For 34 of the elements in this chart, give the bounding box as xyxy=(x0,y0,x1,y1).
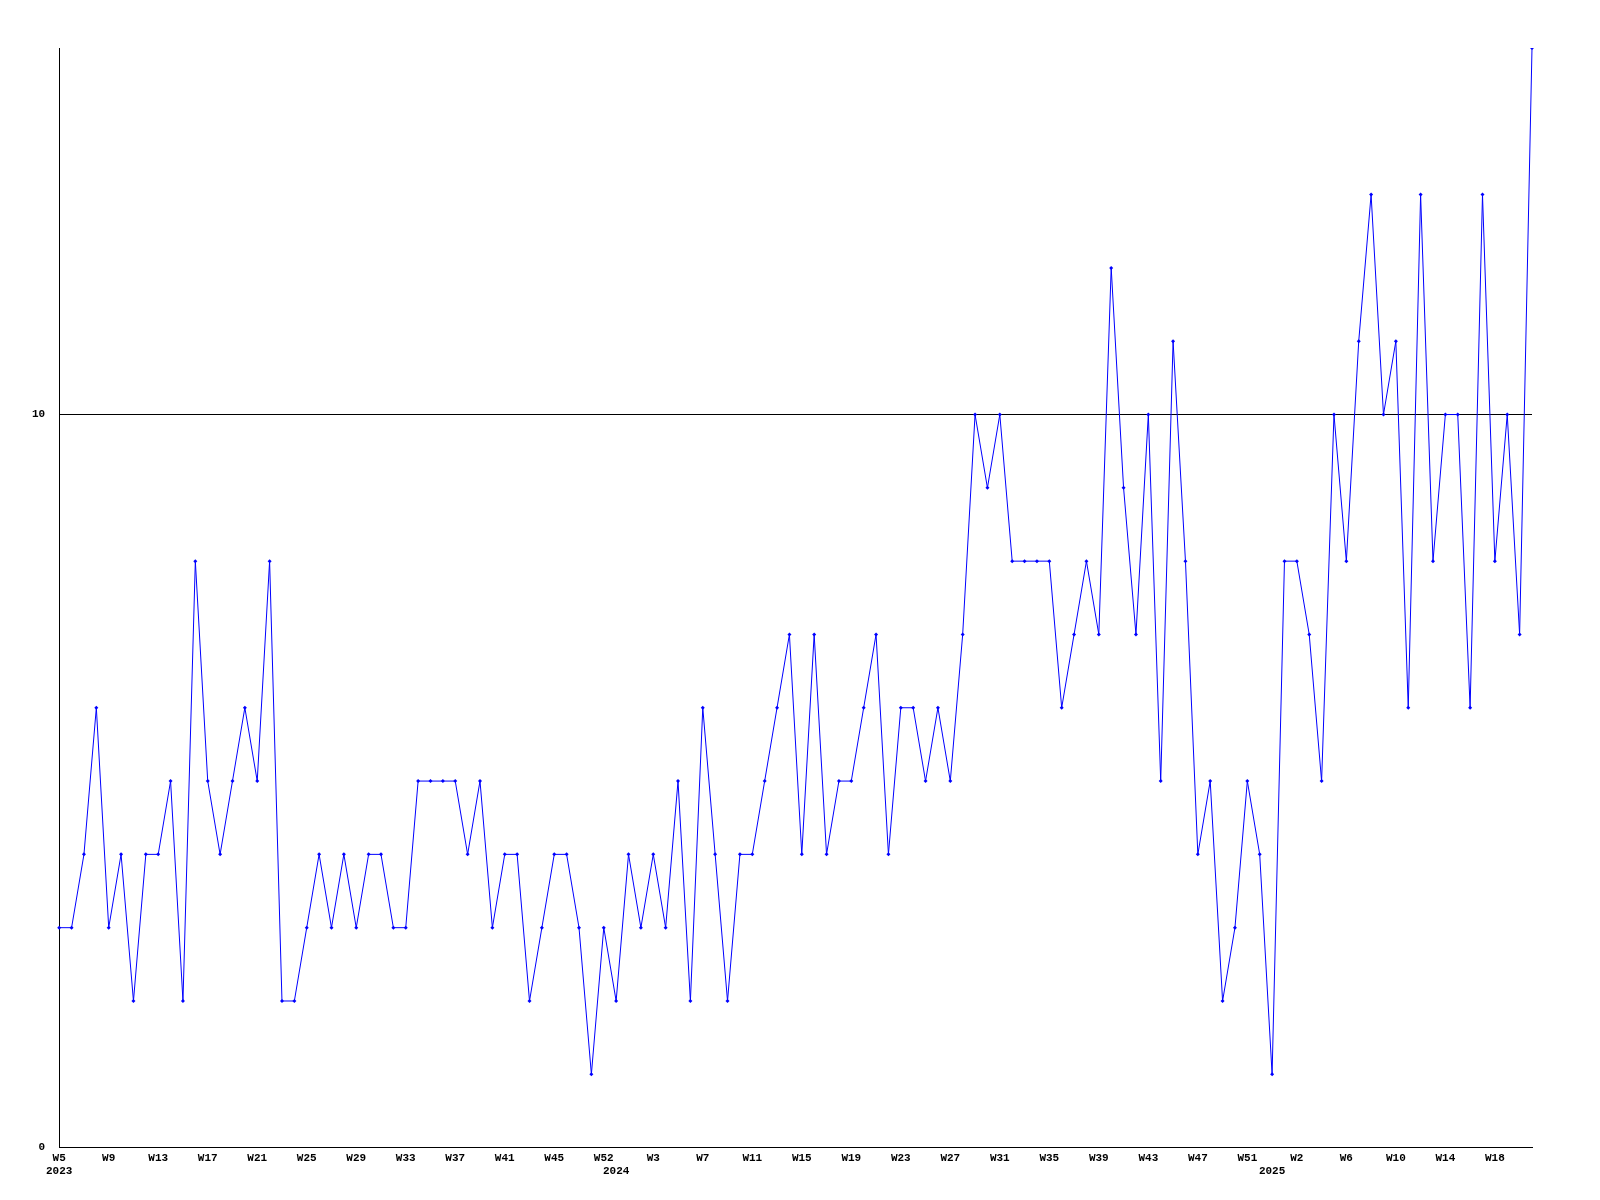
x-tick-label: W31 xyxy=(989,1151,1011,1164)
x-tick-label: W3 xyxy=(646,1151,661,1164)
x-tick-label: W19 xyxy=(841,1151,862,1164)
x-tick-label: W25 xyxy=(296,1151,318,1164)
x-tick-label: W5 2023 xyxy=(46,1151,73,1178)
x-tick-label: W52 xyxy=(593,1151,614,1164)
x-tick-label: W41 xyxy=(494,1151,516,1164)
x-tick-label: 2024 xyxy=(602,1165,630,1178)
x-tick-label: 2025 xyxy=(1258,1165,1286,1178)
x-tick-label: W27 xyxy=(940,1151,961,1164)
x-tick-label: W23 xyxy=(890,1151,912,1164)
x-tick-label: W21 xyxy=(247,1151,268,1164)
x-tick-label: W11 xyxy=(742,1151,763,1164)
x-tick-label: W29 xyxy=(346,1151,367,1164)
y-tick-label: 10 xyxy=(32,408,46,421)
x-tick-label: W14 xyxy=(1435,1151,1456,1164)
x-tick-label: W7 xyxy=(696,1151,710,1164)
x-tick-label: W15 xyxy=(791,1151,813,1164)
y-tick-label: 0 xyxy=(38,1141,46,1154)
x-tick-label: W2 xyxy=(1290,1151,1304,1164)
x-tick-label: W51 xyxy=(1237,1151,1258,1164)
x-tick-label: W37 xyxy=(445,1151,466,1164)
x-tick-label: W9 xyxy=(102,1151,116,1164)
x-tick-label: W10 xyxy=(1385,1151,1406,1164)
x-tick-label: W13 xyxy=(148,1151,169,1164)
x-tick-label: W33 xyxy=(395,1151,417,1164)
x-tick-label: W45 xyxy=(544,1151,565,1164)
x-tick-label: W43 xyxy=(1138,1151,1159,1164)
x-tick-label: W17 xyxy=(197,1151,218,1164)
x-tick-label: W35 xyxy=(1039,1151,1060,1164)
x-tick-label: W39 xyxy=(1088,1151,1109,1164)
x-tick-label: W6 xyxy=(1339,1151,1353,1164)
x-tick-label: W47 xyxy=(1187,1151,1208,1164)
x-tick-label: W18 xyxy=(1484,1151,1506,1164)
